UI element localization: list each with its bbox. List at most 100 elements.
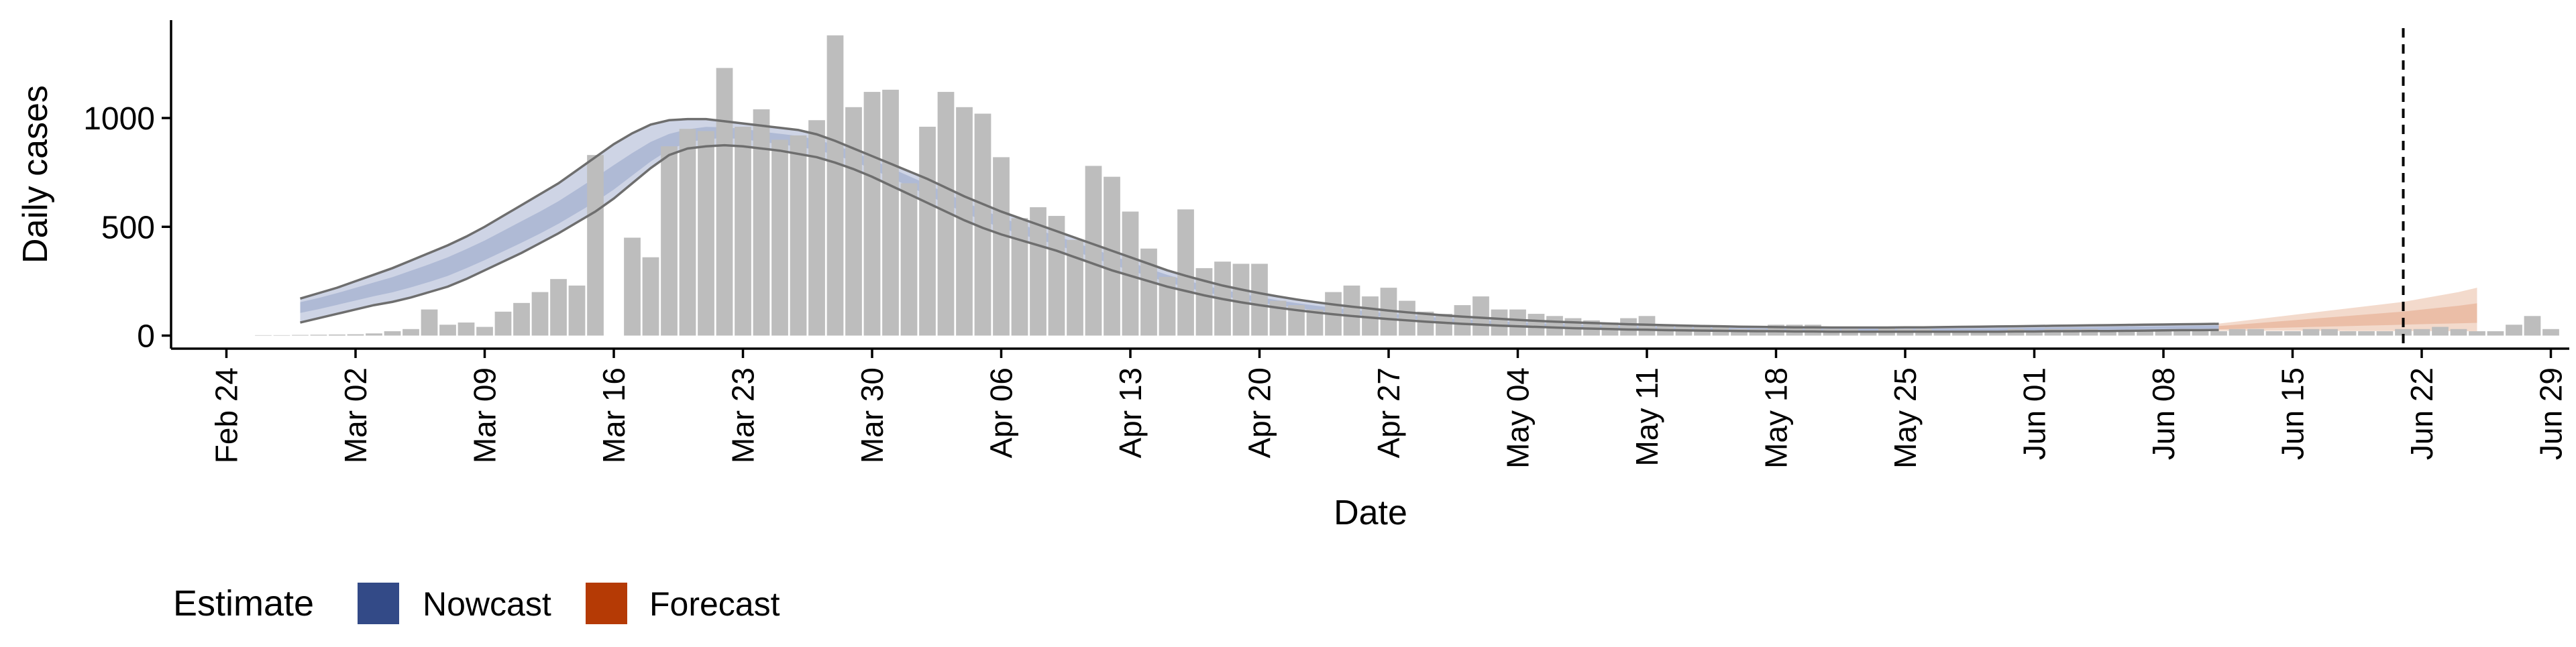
case-bar <box>882 89 899 336</box>
case-bar <box>1933 331 1951 336</box>
case-bar <box>826 35 844 336</box>
case-bar <box>2265 331 2283 336</box>
case-bar <box>2100 331 2116 336</box>
y-tick-label: 1000 <box>83 101 155 137</box>
case-bar <box>2229 329 2246 336</box>
x-tick-label: Apr 13 <box>1113 367 1148 459</box>
case-bar <box>1860 331 1877 336</box>
case-bar <box>2155 331 2172 336</box>
x-tick-label: Mar 09 <box>468 367 502 463</box>
case-bar <box>1731 329 1748 336</box>
case-bar <box>531 292 549 336</box>
case-bar <box>2432 327 2449 336</box>
case-bar <box>790 135 807 336</box>
case-bar <box>1011 218 1028 336</box>
case-bar <box>1491 309 1508 336</box>
case-bar <box>2395 329 2412 336</box>
x-tick-label: May 18 <box>1759 367 1794 469</box>
x-tick-label: Apr 20 <box>1242 367 1277 459</box>
case-bar <box>845 107 862 336</box>
case-bar <box>2302 329 2320 336</box>
case-bar <box>2376 331 2394 336</box>
case-bar <box>476 327 493 336</box>
x-tick-label: Mar 16 <box>596 367 631 463</box>
case-bar <box>366 333 382 336</box>
case-bar <box>863 92 881 336</box>
case-bar <box>1527 314 1545 336</box>
case-bar <box>587 155 604 336</box>
case-bar <box>2284 331 2301 336</box>
case-bar <box>568 285 586 336</box>
case-bar <box>1970 331 1988 336</box>
x-tick-label: May 04 <box>1501 367 1536 469</box>
case-bar <box>642 257 659 336</box>
case-bar <box>1177 209 1194 336</box>
x-axis-title: Date <box>1334 493 1407 532</box>
case-bar <box>919 127 936 336</box>
case-bar <box>1251 263 1268 336</box>
case-bar <box>2081 329 2098 336</box>
case-bar <box>993 157 1010 336</box>
case-bar <box>1048 216 1065 336</box>
case-bar <box>494 311 512 336</box>
case-bar <box>1952 331 1969 336</box>
legend-label-forecast: Forecast <box>649 585 780 623</box>
x-tick-label: Mar 23 <box>726 367 761 463</box>
case-bar <box>2450 329 2467 336</box>
case-bar <box>2506 325 2522 336</box>
x-tick-label: Jun 29 <box>2534 367 2569 460</box>
case-bar <box>735 127 751 336</box>
case-bar <box>2321 329 2338 336</box>
case-bar <box>2469 331 2485 336</box>
case-bar <box>1546 316 1563 336</box>
x-tick-label: May 25 <box>1888 367 1923 469</box>
case-bar <box>2118 331 2135 336</box>
x-tick-label: Apr 06 <box>984 367 1019 459</box>
y-axis-title: Daily cases <box>16 85 55 263</box>
case-bar <box>550 279 567 336</box>
case-bar <box>2413 329 2430 336</box>
case-bar <box>698 131 714 336</box>
x-tick-label: Apr 27 <box>1371 367 1406 459</box>
x-tick-label: May 11 <box>1629 367 1664 466</box>
case-bar <box>329 334 345 336</box>
case-bar <box>384 331 401 336</box>
case-bar <box>513 302 530 336</box>
x-tick-label: Mar 02 <box>338 367 373 463</box>
case-bar <box>1104 176 1120 336</box>
case-bar <box>771 139 788 336</box>
case-bar <box>347 334 364 336</box>
case-bar <box>1399 300 1415 336</box>
legend-label-nowcast: Nowcast <box>423 585 551 623</box>
case-bar <box>808 120 825 336</box>
x-tick-label: Jun 22 <box>2404 367 2439 460</box>
case-bar <box>1989 331 2006 336</box>
x-tick-label: Jun 08 <box>2146 367 2181 460</box>
case-bar <box>753 109 770 336</box>
case-bar <box>2192 331 2209 336</box>
nowcast-lower-line <box>300 143 2219 333</box>
case-bar <box>2137 331 2153 336</box>
case-bar <box>2247 329 2264 336</box>
case-bar <box>421 309 438 336</box>
case-bar <box>1232 263 1250 336</box>
case-bar <box>2210 331 2227 336</box>
case-bar <box>2026 331 2043 336</box>
case-bar <box>2542 329 2559 336</box>
forecast-band-50 <box>2218 303 2477 330</box>
legend-title: Estimate <box>173 583 314 624</box>
case-bar <box>1417 311 1434 336</box>
case-bar <box>1436 314 1452 336</box>
case-bar <box>1085 166 1102 336</box>
case-bar <box>458 322 475 336</box>
case-bar <box>661 146 678 336</box>
case-bar <box>2339 331 2357 336</box>
legend: Estimate Nowcast Forecast <box>173 583 780 624</box>
axes: 0 500 1000 Feb 24 Mar 02 Mar 09 Mar 16 Mar 23 Ma… <box>83 20 2569 469</box>
y-tick-label: 0 <box>137 319 155 355</box>
x-tick-label: Feb 24 <box>209 367 244 463</box>
case-bar <box>679 129 696 336</box>
case-bar <box>292 335 309 336</box>
